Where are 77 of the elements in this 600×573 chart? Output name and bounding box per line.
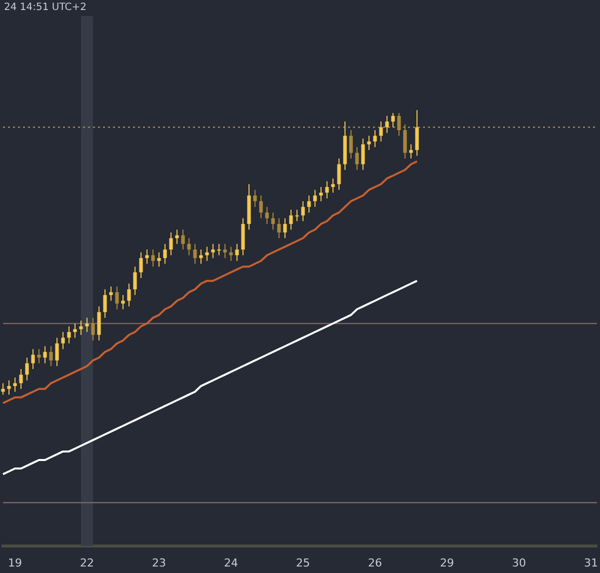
candlestick: [55, 337, 59, 367]
candlestick: [313, 189, 317, 208]
candlestick: [169, 232, 173, 256]
candlestick: [349, 130, 353, 160]
x-tick-label: 25: [296, 556, 310, 570]
candlestick: [229, 246, 233, 262]
candlestick: [403, 124, 407, 160]
candlestick: [79, 320, 83, 336]
candlestick: [235, 243, 239, 262]
candlestick: [115, 286, 119, 310]
x-tick-label: 19: [8, 556, 22, 570]
candlestick: [319, 186, 323, 202]
candlestick: [301, 200, 305, 222]
candlestick: [307, 195, 311, 214]
candlestick: [109, 286, 113, 302]
candlestick: [13, 377, 17, 392]
candlestick: [133, 266, 137, 296]
candlestick: [325, 180, 329, 199]
candlestick: [265, 206, 269, 224]
candlestick: [121, 294, 125, 310]
candlestick: [103, 288, 107, 318]
candlestick: [151, 249, 155, 268]
candlestick: [43, 346, 47, 364]
candlestick: [361, 138, 365, 170]
candlestick: [61, 332, 65, 350]
candlestick: [7, 380, 11, 396]
candlestick: [181, 229, 185, 250]
candlestick: [187, 238, 191, 256]
candlestick: [223, 243, 227, 259]
x-tick-label: 22: [80, 556, 94, 570]
candlestick: [67, 326, 71, 344]
candlestick: [355, 146, 359, 170]
candlestick: [19, 368, 23, 390]
candlestick: [175, 229, 179, 244]
candlestick: [283, 218, 287, 239]
candlestick: [199, 249, 203, 264]
candlestick: [97, 306, 101, 342]
candlestick: [73, 322, 77, 338]
candlestick: [205, 246, 209, 262]
candlestick: [373, 130, 377, 148]
candlestick: [289, 209, 293, 230]
candlestick: [1, 382, 5, 396]
candlestick: [253, 189, 257, 208]
candlestick: [127, 283, 131, 307]
candlestick: [85, 317, 89, 333]
candlestick: [337, 158, 341, 190]
candlestick: [139, 252, 143, 278]
x-tick-label: 24: [224, 556, 238, 570]
x-tick-label: 23: [152, 556, 166, 570]
x-tick-label: 29: [440, 556, 454, 570]
candlestick: [31, 348, 35, 370]
text: 24 14:51 UTC+2: [4, 2, 86, 13]
candlestick: [25, 357, 29, 381]
candlestick: [391, 112, 395, 128]
candlestick: [193, 243, 197, 264]
x-tick-label: 30: [512, 556, 526, 570]
candlestick: [211, 243, 215, 259]
candlestick: [331, 178, 335, 194]
candlestick: [271, 212, 275, 230]
x-tick-label: 31: [584, 556, 598, 570]
candlestick: [295, 209, 299, 222]
candlestick: [385, 115, 389, 134]
candlestick: [397, 112, 401, 136]
candlestick: [49, 346, 53, 367]
candlestick: [379, 121, 383, 142]
candlestick: [217, 243, 221, 256]
candlestick: [37, 348, 41, 364]
candlestick: [91, 317, 95, 342]
candlestick: [163, 243, 167, 264]
candlestick: [409, 144, 413, 160]
candlestick: [145, 249, 149, 264]
candlestick: [415, 110, 419, 156]
candlestick: [277, 218, 281, 239]
candlestick: [367, 135, 371, 150]
candlestick: [157, 252, 161, 268]
candlestick: [259, 195, 263, 219]
x-tick-label: 26: [368, 556, 382, 570]
